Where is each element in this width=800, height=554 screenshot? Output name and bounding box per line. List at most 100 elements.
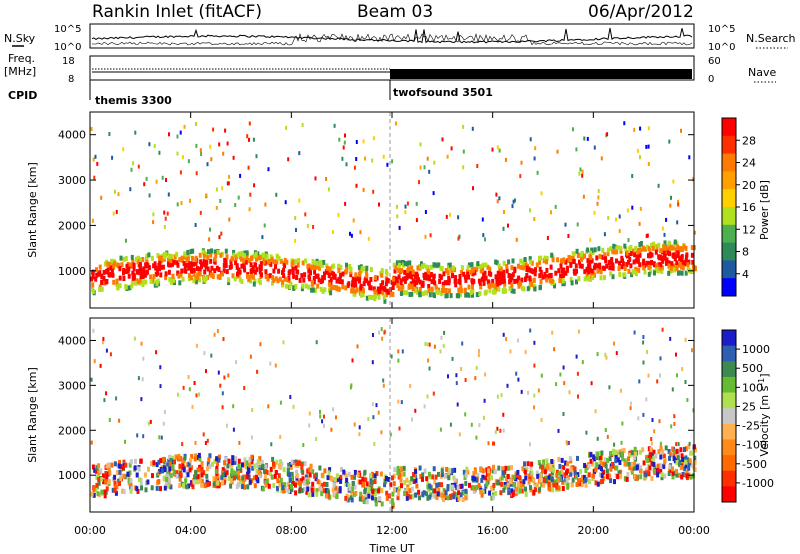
data-cell	[690, 450, 694, 456]
data-cell	[322, 259, 326, 265]
data-cell	[478, 291, 482, 296]
data-cell	[400, 400, 403, 405]
data-cell	[529, 464, 533, 470]
data-cell	[490, 495, 494, 501]
data-cell	[224, 259, 228, 264]
data-cell	[231, 273, 235, 279]
data-cell	[264, 269, 268, 275]
data-cell	[432, 191, 435, 196]
data-cell	[675, 472, 679, 478]
data-cell	[435, 289, 438, 295]
data-cell	[132, 262, 136, 268]
data-cell	[202, 432, 205, 437]
data-cell	[259, 459, 263, 465]
data-cell	[387, 477, 391, 482]
data-cell	[547, 475, 551, 481]
data-cell	[137, 466, 141, 472]
data-cell	[282, 267, 286, 273]
data-cell	[191, 404, 194, 409]
data-cell	[137, 164, 140, 169]
data-cell	[282, 467, 286, 473]
data-cell	[285, 259, 289, 265]
data-cell	[179, 130, 182, 135]
data-cell	[267, 483, 271, 489]
data-cell	[681, 259, 685, 265]
data-cell	[298, 277, 302, 283]
data-cell	[618, 229, 621, 233]
data-cell	[198, 456, 202, 462]
data-cell	[237, 475, 241, 481]
data-cell	[274, 276, 278, 282]
data-cell	[506, 383, 509, 388]
data-cell	[437, 482, 441, 488]
data-cell	[295, 473, 299, 479]
data-cell	[250, 454, 254, 460]
data-cell	[222, 337, 225, 341]
data-cell	[554, 270, 558, 276]
data-cell	[258, 269, 262, 275]
data-cell	[333, 274, 336, 280]
x-tick-label: 00:00	[678, 524, 710, 537]
noise-sky-trace	[91, 27, 693, 44]
data-cell	[687, 444, 691, 450]
data-cell	[672, 263, 676, 269]
data-cell	[276, 478, 280, 484]
data-cell	[691, 264, 695, 270]
data-cell	[115, 209, 118, 214]
data-cell	[169, 458, 173, 463]
data-cell	[568, 456, 572, 462]
data-cell	[206, 255, 210, 261]
data-cell	[633, 127, 636, 132]
data-cell	[598, 455, 602, 460]
data-cell	[576, 371, 579, 376]
data-cell	[326, 475, 330, 481]
data-cell	[657, 449, 661, 455]
data-cell	[315, 491, 319, 497]
data-cell	[175, 260, 179, 266]
data-cell	[289, 281, 293, 287]
data-cell	[253, 269, 257, 275]
data-cell	[362, 281, 366, 287]
data-cell	[358, 496, 362, 502]
data-cell	[518, 488, 522, 494]
data-cell	[433, 280, 437, 286]
data-cell	[562, 412, 565, 416]
data-cell	[684, 463, 688, 469]
data-cell	[382, 378, 385, 383]
data-cell	[480, 477, 484, 483]
x-axis-label: Time UT	[368, 542, 414, 554]
data-cell	[168, 461, 172, 467]
data-cell	[410, 265, 414, 271]
data-cell	[498, 480, 502, 486]
data-cell	[206, 162, 209, 167]
data-cell	[219, 383, 222, 388]
data-cell	[410, 476, 414, 482]
data-cell	[239, 173, 242, 178]
data-cell	[306, 223, 309, 228]
data-cell	[364, 156, 366, 161]
data-cell	[221, 186, 224, 191]
data-cell	[611, 449, 615, 455]
data-cell	[337, 263, 341, 269]
data-cell	[248, 456, 252, 462]
data-cell	[346, 497, 350, 503]
data-cell	[253, 183, 256, 188]
data-cell	[524, 262, 528, 267]
data-cell	[499, 266, 503, 272]
data-cell	[486, 264, 490, 270]
data-cell	[119, 467, 123, 473]
data-cell	[397, 358, 400, 363]
data-cell	[209, 258, 213, 264]
data-cell	[533, 363, 536, 368]
data-cell	[565, 477, 569, 483]
data-cell	[576, 455, 579, 461]
data-cell	[213, 256, 217, 262]
data-cell	[245, 250, 249, 256]
data-cell	[338, 278, 342, 284]
data-cell	[250, 459, 254, 465]
data-cell	[418, 279, 422, 285]
data-cell	[595, 455, 599, 460]
data-cell	[490, 475, 493, 481]
data-cell	[550, 210, 552, 215]
data-cell	[257, 469, 261, 475]
